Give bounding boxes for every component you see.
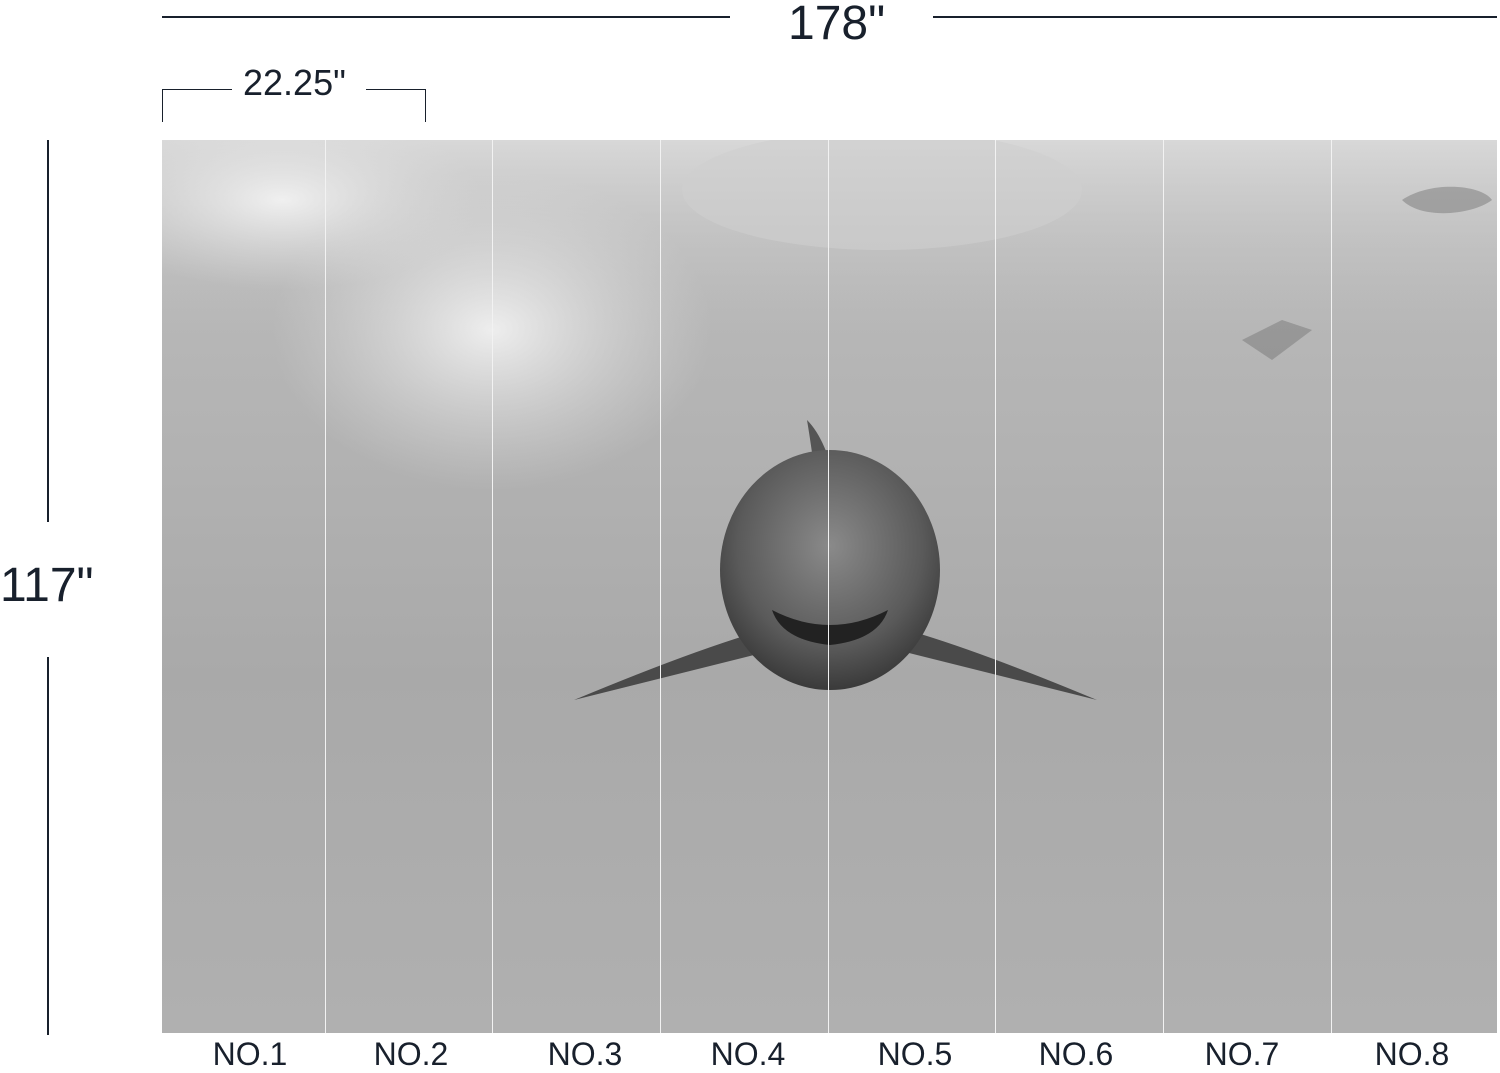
panel-label-4: NO.4 xyxy=(710,1036,786,1072)
panel-divider xyxy=(1331,140,1332,1033)
panel-divider xyxy=(1163,140,1164,1033)
panel-width-label: 22.25" xyxy=(243,62,346,103)
shark xyxy=(574,420,1097,700)
panel-divider xyxy=(660,140,661,1033)
panel-label-1: NO.1 xyxy=(212,1036,288,1072)
panel-divider xyxy=(492,140,493,1033)
panel-bracket-tick-right xyxy=(425,89,426,122)
width-dimension-line-left xyxy=(162,16,730,18)
shark-mural-image xyxy=(162,140,1497,1033)
panel-label-6: NO.6 xyxy=(1038,1036,1114,1072)
panel-label-5: NO.5 xyxy=(877,1036,953,1072)
height-label: 117" xyxy=(0,559,94,612)
panel-divider xyxy=(995,140,996,1033)
panel-bracket-right xyxy=(366,89,426,90)
total-width-label: 178" xyxy=(788,0,886,50)
width-dimension-line-right xyxy=(933,16,1497,18)
height-dimension-line-bottom xyxy=(47,657,49,1035)
panel-label-3: NO.3 xyxy=(547,1036,623,1072)
panel-label-7: NO.7 xyxy=(1204,1036,1280,1072)
panel-bracket-tick-left xyxy=(162,89,163,122)
panel-divider xyxy=(828,140,829,1033)
panel-label-8: NO.8 xyxy=(1374,1036,1450,1072)
panel-divider xyxy=(325,140,326,1033)
panel-label-2: NO.2 xyxy=(373,1036,449,1072)
panel-bracket-left xyxy=(162,89,232,90)
shark-photo xyxy=(162,140,1497,700)
height-dimension-line-top xyxy=(47,140,49,522)
